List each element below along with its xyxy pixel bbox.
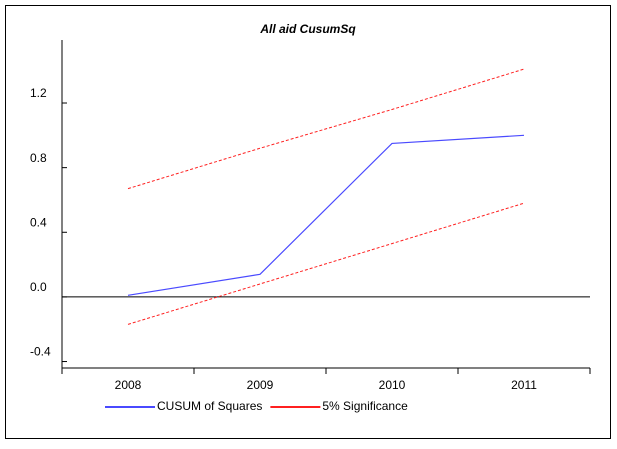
y-tick-label: 0.8 xyxy=(30,151,47,165)
series-line xyxy=(127,202,525,325)
series-line xyxy=(127,134,525,296)
x-tick-label: 2010 xyxy=(379,378,406,392)
y-tick-label: -0.4 xyxy=(30,345,51,359)
y-tick-label: 0.0 xyxy=(30,280,47,294)
series-line xyxy=(127,68,525,190)
y-tick-label: 1.2 xyxy=(30,86,47,100)
y-tick-label: 0.4 xyxy=(30,215,47,229)
frame xyxy=(5,5,611,439)
x-tick-label: 2009 xyxy=(247,378,274,392)
x-tick-label: 2008 xyxy=(115,378,142,392)
legend-label: 5% Significance xyxy=(322,399,408,413)
x-tick-label: 2011 xyxy=(511,378,537,392)
legend-label: CUSUM of Squares xyxy=(157,399,262,413)
chart-title: All aid CusumSq xyxy=(259,22,356,36)
